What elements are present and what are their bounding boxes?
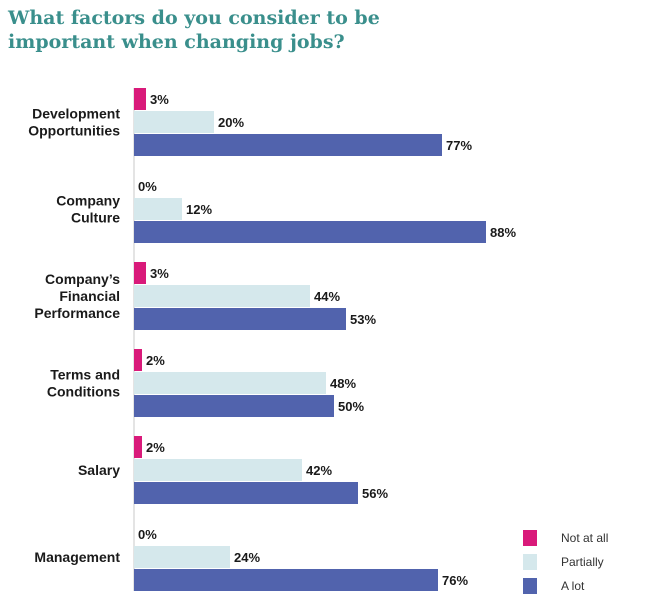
data-label: 42% xyxy=(306,463,332,478)
data-label: 12% xyxy=(186,202,212,217)
legend-swatch xyxy=(523,578,537,594)
data-label: 50% xyxy=(338,399,364,414)
category-label: Development xyxy=(32,106,120,122)
legend-label: Partially xyxy=(561,555,604,569)
bar xyxy=(134,88,146,110)
data-label: 44% xyxy=(314,289,340,304)
data-label: 2% xyxy=(146,440,165,455)
bar xyxy=(134,395,334,417)
data-label: 77% xyxy=(446,138,472,153)
bar xyxy=(134,372,326,394)
bar xyxy=(134,111,214,133)
bar xyxy=(134,134,442,156)
bar xyxy=(134,221,486,243)
bar xyxy=(134,459,302,481)
bar xyxy=(134,569,438,591)
category-label: Culture xyxy=(71,210,120,226)
chart-title-line-2: important when changing jobs? xyxy=(8,31,345,53)
category-label: Company xyxy=(56,193,120,209)
category-label: Financial xyxy=(59,288,120,304)
data-label: 53% xyxy=(350,312,376,327)
legend-swatch xyxy=(523,554,537,570)
category-label: Performance xyxy=(34,305,120,321)
data-label: 76% xyxy=(442,573,468,588)
category-label: Terms and xyxy=(50,367,120,383)
bar xyxy=(134,436,142,458)
category-label: Management xyxy=(34,549,120,565)
data-label: 3% xyxy=(150,266,169,281)
category-label: Opportunities xyxy=(28,123,120,139)
legend-swatch xyxy=(523,530,537,546)
data-label: 24% xyxy=(234,550,260,565)
bar xyxy=(134,285,310,307)
category-label: Salary xyxy=(78,462,120,478)
category-label: Conditions xyxy=(47,384,120,400)
data-label: 0% xyxy=(138,527,157,542)
data-label: 0% xyxy=(138,179,157,194)
chart-title-line-1: What factors do you consider to be xyxy=(8,7,380,29)
chart-title: What factors do you consider to be impor… xyxy=(8,6,428,54)
bar xyxy=(134,308,346,330)
data-label: 48% xyxy=(330,376,356,391)
bar xyxy=(134,198,182,220)
bar xyxy=(134,546,230,568)
legend-label: A lot xyxy=(561,579,585,593)
bar xyxy=(134,262,146,284)
legend-label: Not at all xyxy=(561,531,608,545)
bar xyxy=(134,349,142,371)
category-label: Company’s xyxy=(45,271,120,287)
data-label: 2% xyxy=(146,353,165,368)
data-label: 3% xyxy=(150,92,169,107)
data-label: 88% xyxy=(490,225,516,240)
data-label: 56% xyxy=(362,486,388,501)
bar xyxy=(134,482,358,504)
data-label: 20% xyxy=(218,115,244,130)
